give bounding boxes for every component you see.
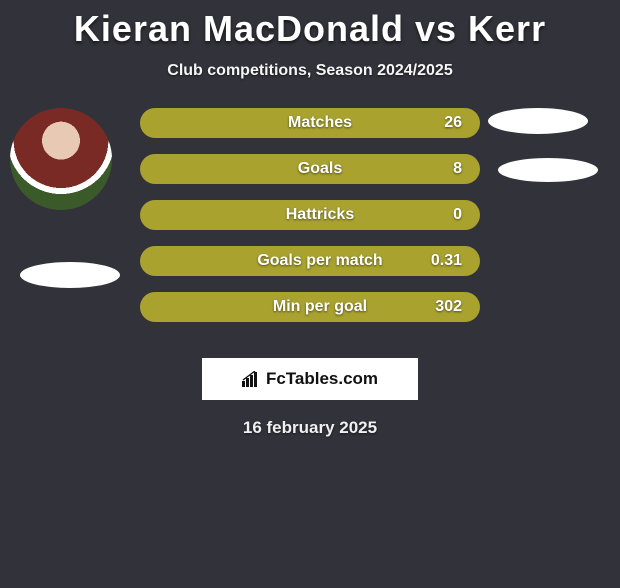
stat-bar-hattricks: Hattricks 0	[140, 200, 480, 230]
player-avatar-left	[10, 108, 112, 210]
stat-value: 26	[422, 114, 462, 132]
bar-chart-icon	[242, 371, 262, 387]
stat-label: Hattricks	[218, 206, 422, 224]
stat-bar-matches: Matches 26	[140, 108, 480, 138]
stat-bar-goals: Goals 8	[140, 154, 480, 184]
stat-value: 302	[422, 298, 462, 316]
placeholder-ellipse-left	[20, 262, 120, 288]
stat-value: 0.31	[422, 252, 462, 270]
page-subtitle: Club competitions, Season 2024/2025	[0, 62, 620, 80]
page-title: Kieran MacDonald vs Kerr	[0, 8, 620, 50]
brand-attribution: FcTables.com	[202, 358, 418, 400]
stat-bar-min-per-goal: Min per goal 302	[140, 292, 480, 322]
stat-label: Goals per match	[218, 252, 422, 270]
stat-value: 0	[422, 206, 462, 224]
stat-value: 8	[422, 160, 462, 178]
placeholder-ellipse-right-1	[488, 108, 588, 134]
placeholder-ellipse-right-2	[498, 158, 598, 182]
stat-label: Min per goal	[218, 298, 422, 316]
stat-label: Goals	[218, 160, 422, 178]
stat-label: Matches	[218, 114, 422, 132]
date-label: 16 february 2025	[0, 418, 620, 438]
brand-text: FcTables.com	[266, 369, 378, 389]
stat-bar-goals-per-match: Goals per match 0.31	[140, 246, 480, 276]
stat-bars: Matches 26 Goals 8 Hattricks 0 Goals per…	[140, 108, 480, 338]
